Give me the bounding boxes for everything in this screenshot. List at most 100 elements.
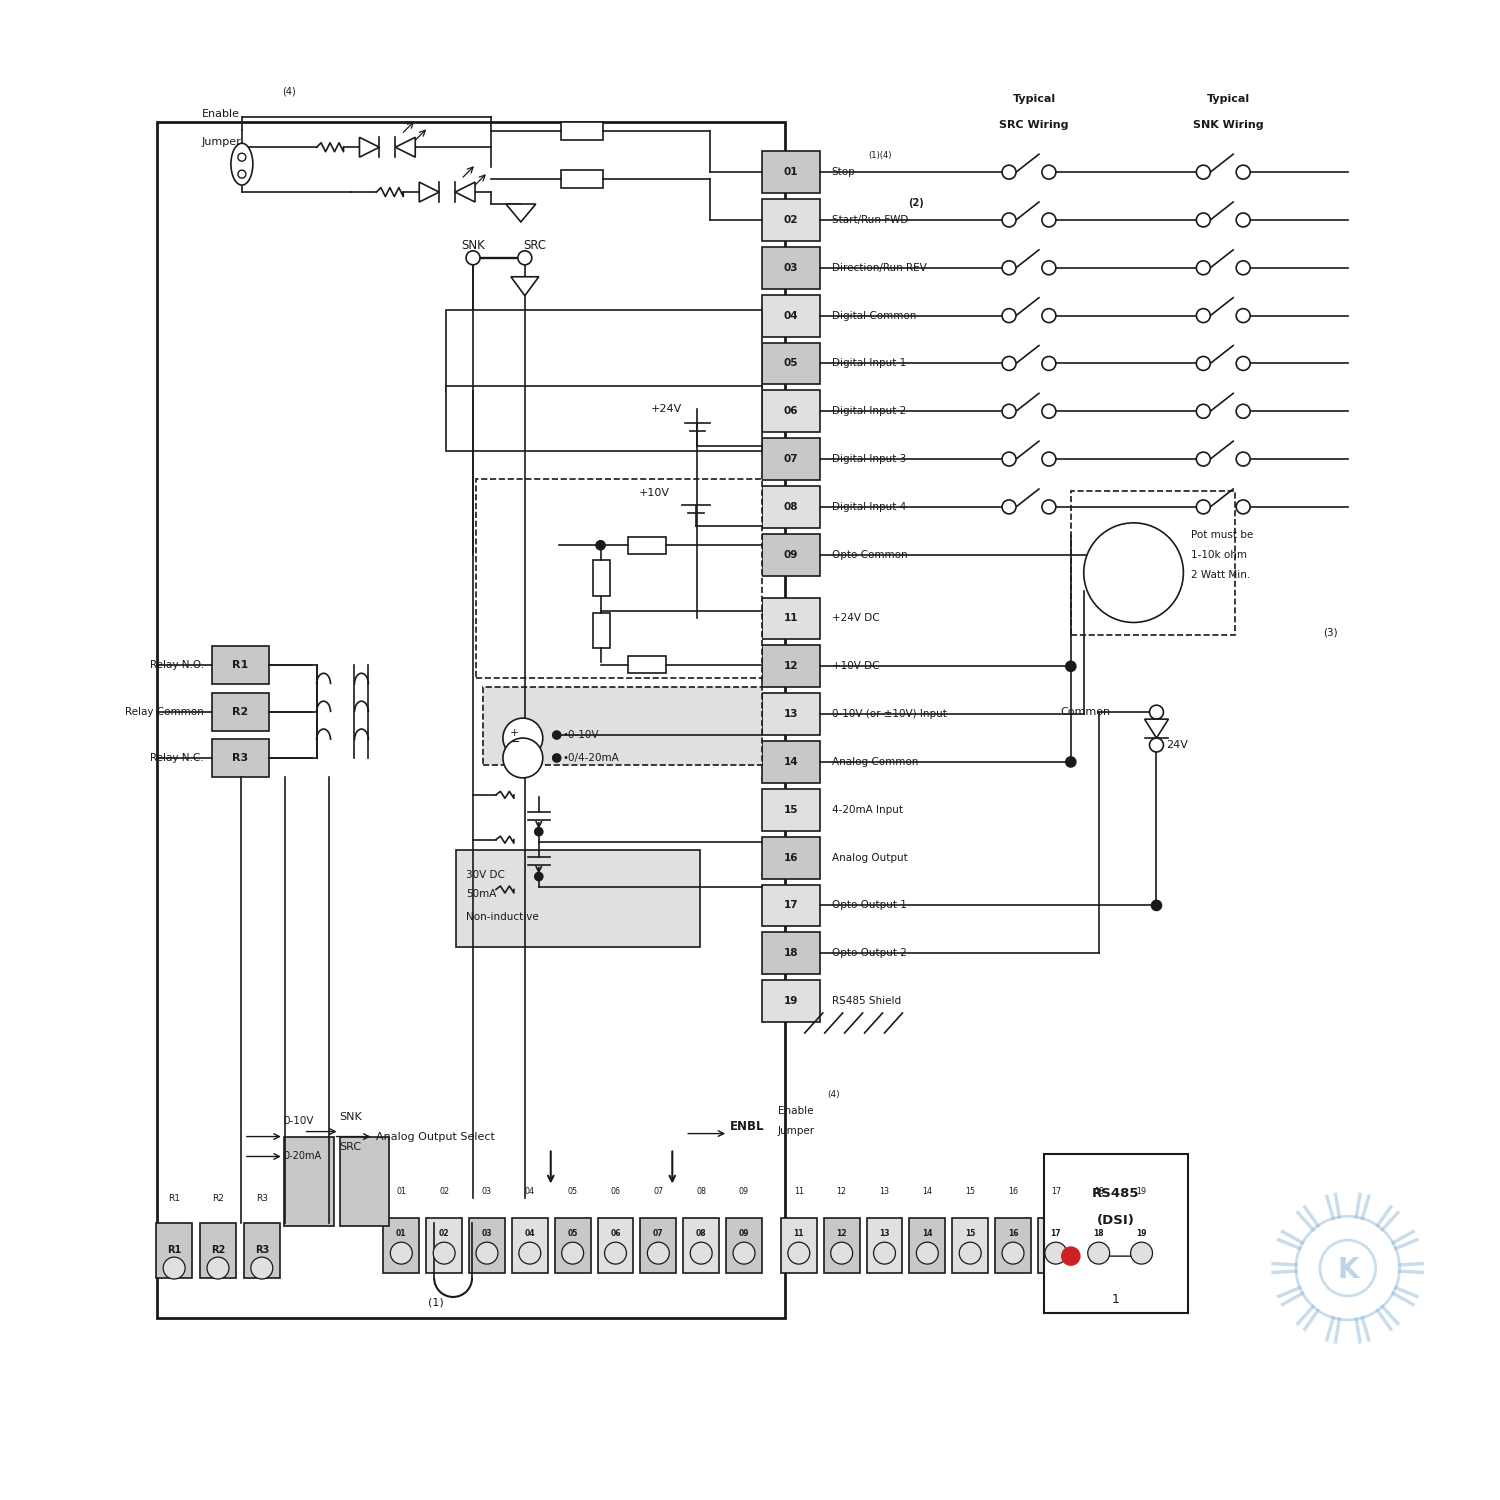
Circle shape <box>1042 500 1056 514</box>
Circle shape <box>1002 213 1016 226</box>
Text: Relay N.C.: Relay N.C. <box>150 753 204 764</box>
Text: Analog Output: Analog Output <box>831 852 908 862</box>
Bar <box>762 390 819 432</box>
Text: 15: 15 <box>964 1186 975 1196</box>
Text: 13: 13 <box>783 710 798 718</box>
Text: 16: 16 <box>783 852 798 862</box>
Text: 01: 01 <box>396 1186 406 1196</box>
Bar <box>952 1218 988 1274</box>
Text: 01: 01 <box>396 1228 406 1238</box>
Text: 03: 03 <box>482 1186 492 1196</box>
Bar <box>339 1137 390 1226</box>
Bar <box>762 597 819 639</box>
Bar <box>456 849 700 948</box>
Text: 17: 17 <box>1050 1228 1060 1238</box>
Circle shape <box>1066 662 1076 672</box>
Text: 06: 06 <box>610 1228 621 1238</box>
Bar <box>762 152 819 194</box>
Bar <box>211 693 268 730</box>
Circle shape <box>1002 452 1016 466</box>
Circle shape <box>1149 705 1164 718</box>
Bar <box>158 123 785 1318</box>
Text: Relay N.O.: Relay N.O. <box>150 660 204 670</box>
Bar <box>483 772 702 834</box>
Text: 16: 16 <box>1008 1186 1019 1196</box>
Bar <box>640 1218 676 1274</box>
Polygon shape <box>419 182 440 203</box>
Text: +10V DC: +10V DC <box>831 662 879 672</box>
Text: 12: 12 <box>783 662 798 672</box>
Circle shape <box>1149 738 1164 752</box>
Circle shape <box>1042 309 1056 322</box>
Text: RS485: RS485 <box>1092 1186 1140 1200</box>
Text: (1): (1) <box>429 1298 444 1308</box>
Circle shape <box>596 542 604 549</box>
Circle shape <box>1236 261 1250 274</box>
Text: 12: 12 <box>837 1228 848 1238</box>
Circle shape <box>1131 1242 1152 1264</box>
Text: Digital Input 4: Digital Input 4 <box>831 503 906 512</box>
Circle shape <box>1197 500 1210 514</box>
Polygon shape <box>506 204 536 222</box>
Circle shape <box>536 828 543 836</box>
Bar <box>762 294 819 336</box>
Circle shape <box>690 1242 712 1264</box>
Bar <box>762 438 819 480</box>
Text: Stop: Stop <box>831 166 855 177</box>
Bar <box>762 885 819 927</box>
Text: 19: 19 <box>1137 1228 1148 1238</box>
Circle shape <box>648 1242 669 1264</box>
Text: Direction/Run REV: Direction/Run REV <box>831 262 927 273</box>
Text: RS485 Shield: RS485 Shield <box>831 996 902 1006</box>
Text: SNK: SNK <box>460 240 484 252</box>
Text: Digital Common: Digital Common <box>831 310 916 321</box>
Circle shape <box>1042 213 1056 226</box>
Bar <box>762 200 819 242</box>
Text: (2): (2) <box>909 198 924 208</box>
Circle shape <box>1002 500 1016 514</box>
Bar <box>628 657 666 674</box>
Text: 15: 15 <box>783 806 798 814</box>
Text: 17: 17 <box>783 900 798 910</box>
Bar <box>436 226 645 282</box>
Text: Digital Input 3: Digital Input 3 <box>831 454 906 464</box>
Circle shape <box>1236 357 1250 370</box>
Bar <box>446 387 762 452</box>
Text: Analog Output Select: Analog Output Select <box>376 1131 495 1142</box>
Polygon shape <box>512 278 538 296</box>
Text: 30V DC: 30V DC <box>466 870 506 879</box>
Circle shape <box>561 1242 584 1264</box>
Text: 16: 16 <box>1008 1228 1019 1238</box>
Text: Enable: Enable <box>778 1106 813 1116</box>
Text: R1: R1 <box>168 1194 180 1203</box>
Text: 1: 1 <box>1112 1293 1119 1306</box>
Text: 11: 11 <box>783 614 798 624</box>
Text: 07: 07 <box>654 1186 663 1196</box>
Bar <box>824 1218 860 1274</box>
Text: 0-10V (or ±10V) Input: 0-10V (or ±10V) Input <box>831 710 946 718</box>
Text: 24V: 24V <box>1167 740 1188 750</box>
Text: (4): (4) <box>828 1089 840 1098</box>
Text: Opto Common: Opto Common <box>831 549 908 560</box>
Text: ENBL: ENBL <box>730 1120 765 1132</box>
Bar <box>762 486 819 528</box>
Text: R3: R3 <box>255 1245 268 1256</box>
Text: Enable: Enable <box>202 110 240 120</box>
Circle shape <box>1197 357 1210 370</box>
Text: 15: 15 <box>964 1228 975 1238</box>
Circle shape <box>1042 261 1056 274</box>
Text: SNK Wiring: SNK Wiring <box>1192 120 1263 130</box>
Text: Opto Output 1: Opto Output 1 <box>831 900 906 910</box>
Circle shape <box>1002 165 1016 178</box>
Text: 18: 18 <box>1094 1186 1104 1196</box>
Bar <box>156 1222 192 1278</box>
Circle shape <box>1066 758 1076 766</box>
Text: 06: 06 <box>783 406 798 417</box>
Text: Digital Input 1: Digital Input 1 <box>831 358 906 369</box>
Bar <box>762 837 819 879</box>
Text: 14: 14 <box>783 758 798 766</box>
Circle shape <box>1002 357 1016 370</box>
Bar <box>1124 1218 1160 1274</box>
Bar <box>426 1218 462 1274</box>
Text: 02: 02 <box>783 214 798 225</box>
